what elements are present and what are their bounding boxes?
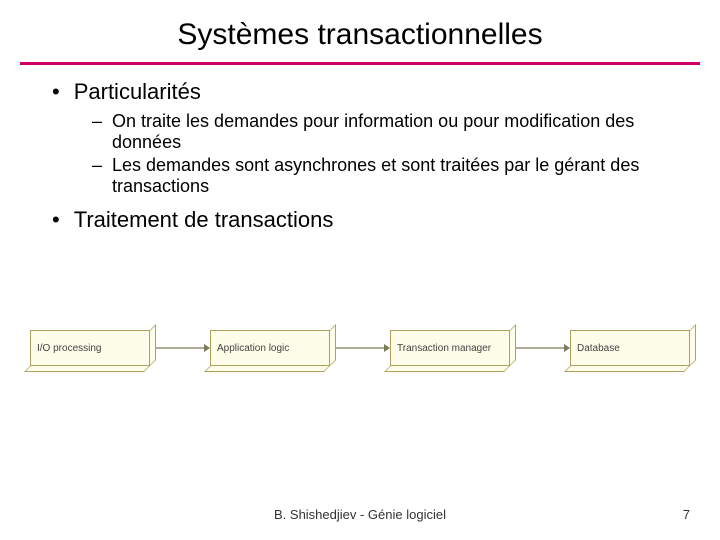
footer-page-number: 7 [683,507,690,522]
bullet-level2: – On traite les demandes pour informatio… [92,111,688,153]
diagram-box: Transaction manager [390,330,510,366]
slide-title: Systèmes transactionnelles [0,0,720,62]
bullet-level2: – Les demandes sont asynchrones et sont … [92,155,688,197]
bullet-level1: • Traitement de transactions [52,207,688,233]
diagram-box-depth [564,366,690,372]
diagram-box: I/O processing [30,330,150,366]
flow-diagram: I/O processing Application logic Transacti… [30,330,690,410]
diagram-box: Database [570,330,690,366]
bullet-text: Particularités [74,79,201,105]
footer-author: B. Shishedjiev - Génie logiciel [0,507,720,522]
bullet-level1: • Particularités [52,79,688,105]
diagram-arrow [516,343,570,353]
content-area: • Particularités – On traite les demande… [0,65,720,233]
bullet-dot-icon: • [52,209,60,231]
diagram-arrow [336,343,390,353]
diagram-box-depth [204,366,330,372]
bullet-text: Les demandes sont asynchrones et sont tr… [112,155,688,197]
diagram-box-depth [24,366,150,372]
bullet-dot-icon: • [52,81,60,103]
bullet-dash-icon: – [92,111,102,132]
diagram-box-depth-side [690,324,696,366]
diagram-box: Application logic [210,330,330,366]
bullet-dash-icon: – [92,155,102,176]
bullet-text: Traitement de transactions [74,207,334,233]
diagram-arrow [156,343,210,353]
diagram-box-depth [384,366,510,372]
bullet-text: On traite les demandes pour information … [112,111,688,153]
